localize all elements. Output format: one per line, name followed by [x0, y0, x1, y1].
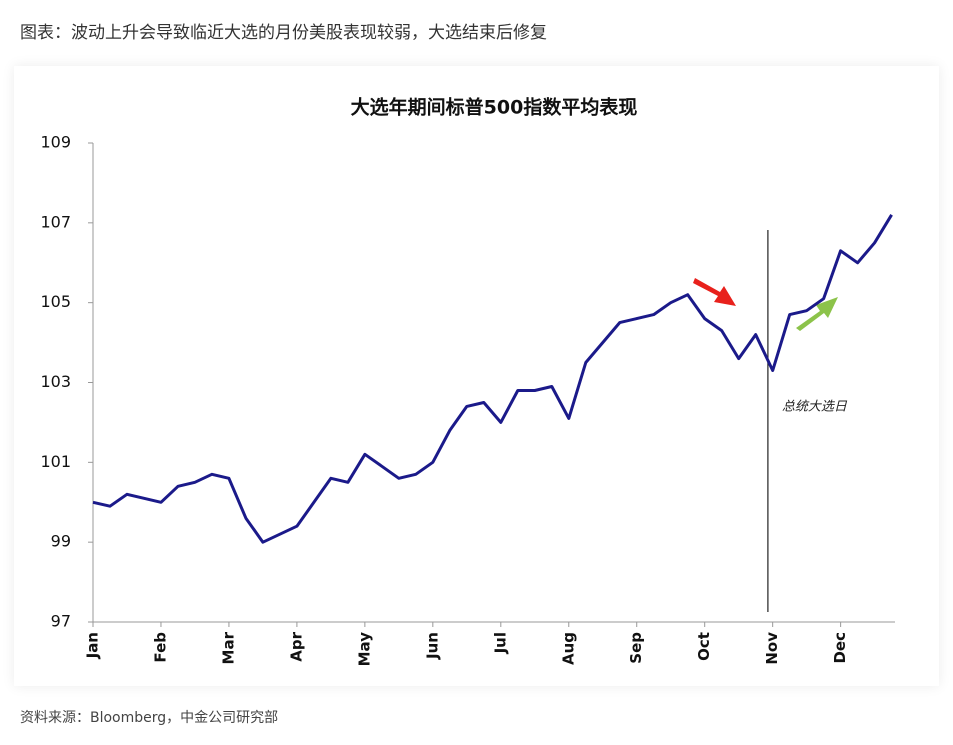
- header-title: 图表：波动上升会导致临近大选的月份美股表现较弱，大选结束后修复: [20, 23, 547, 43]
- x-tick-label: Apr: [287, 631, 305, 661]
- y-tick-label: 97: [51, 612, 71, 631]
- x-tick-label: Oct: [695, 632, 713, 661]
- x-tick-label: Sep: [627, 632, 645, 664]
- source-note: 资料来源：Bloomberg，中金公司研究部: [20, 710, 279, 726]
- y-tick-label: 105: [40, 292, 71, 311]
- green-arrow: [796, 297, 838, 331]
- x-tick-label: Nov: [763, 632, 781, 665]
- y-tick-label: 103: [40, 372, 71, 391]
- chart-title: 大选年期间标普500指数平均表现: [351, 96, 638, 119]
- x-tick-label: Dec: [831, 632, 849, 664]
- red-arrow: [693, 278, 736, 306]
- x-tick-label: Jan: [84, 632, 102, 659]
- annotation: 总统大选日: [782, 400, 848, 415]
- x-tick-label: Jun: [423, 632, 441, 660]
- x-tick-label: Feb: [151, 632, 169, 663]
- line: [92, 214, 893, 544]
- x-tick-label: Aug: [559, 632, 577, 665]
- x-tick-label: May: [355, 632, 373, 667]
- x-tick-label: Mar: [219, 631, 237, 664]
- y-tick-label: 109: [40, 133, 71, 152]
- y-tick-label: 107: [40, 212, 71, 231]
- y-tick-label: 101: [40, 452, 71, 471]
- y-tick-label: 99: [51, 532, 71, 551]
- x-tick-label: Jul: [491, 632, 509, 654]
